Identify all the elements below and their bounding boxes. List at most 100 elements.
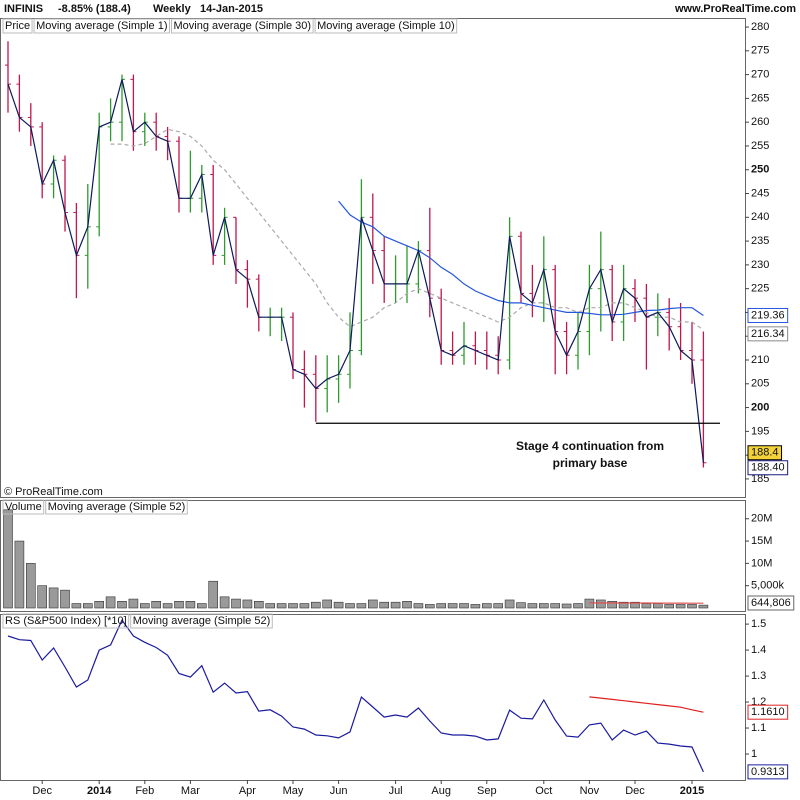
volume-bar	[94, 601, 104, 609]
y-tick-label: 240	[751, 211, 769, 223]
last-value-label: 188.4	[751, 447, 779, 459]
series-line	[589, 696, 704, 713]
volume-bar	[618, 601, 629, 609]
volume-bar	[516, 602, 526, 609]
volume-bar	[698, 604, 709, 609]
change: -8.85% (188.4)	[58, 3, 131, 15]
volume-bar	[424, 604, 435, 609]
annotation: Stage 4 continuation from	[516, 439, 664, 453]
y-tick-label: 280	[751, 21, 769, 33]
y-tick-label: 225	[751, 283, 769, 295]
volume-bar	[14, 540, 25, 609]
y-tick-label: 250	[751, 164, 769, 176]
volume-bar	[197, 603, 207, 609]
series-line	[7, 619, 704, 773]
volume-bar	[322, 599, 333, 609]
y-tick-label: 270	[751, 69, 769, 81]
volume-bar	[231, 598, 241, 609]
last-value-label: 0.9313	[751, 766, 785, 778]
volume-bar	[48, 587, 59, 609]
volume-bar	[504, 599, 515, 609]
copyright: © ProRealTime.com	[4, 486, 103, 498]
last-value-box	[747, 764, 789, 780]
legend-box	[45, 499, 188, 515]
y-tick-label: 10M	[751, 557, 772, 569]
series-line	[110, 128, 704, 331]
legend-box	[2, 18, 33, 34]
y-tick-label: 1.1	[751, 722, 766, 734]
volume-bar	[641, 603, 652, 609]
volume-bar	[550, 603, 561, 609]
legend-entry: Price	[5, 20, 30, 32]
x-tick-label: Jul	[389, 785, 403, 797]
x-tick-label: 2015	[680, 785, 704, 797]
x-tick-label: May	[283, 785, 304, 797]
volume-bar	[310, 601, 321, 609]
x-tick-label: Feb	[135, 785, 154, 797]
y-tick-label: 205	[751, 378, 769, 390]
legend-entry: Moving average (Simple 1)	[36, 20, 167, 32]
volume-bar	[265, 603, 276, 609]
volume-bar	[447, 603, 458, 609]
y-tick-label: 265	[751, 92, 769, 104]
volume-bar	[527, 603, 538, 609]
x-tick-label: Nov	[580, 785, 600, 797]
annotation: primary base	[553, 456, 628, 470]
volume-bar	[367, 599, 378, 609]
volume-bar	[652, 603, 663, 609]
last-value-box	[747, 460, 789, 476]
site: www.ProRealTime.com	[674, 3, 796, 15]
volume-bar	[595, 599, 606, 609]
volume-bar	[607, 601, 618, 609]
volume-bar	[242, 599, 253, 609]
legend-box	[171, 18, 314, 34]
y-tick-label: 1.5	[751, 618, 766, 630]
last-value-box	[747, 595, 795, 611]
y-tick-label: 230	[751, 259, 769, 271]
volume-bar	[25, 563, 36, 609]
volume-bar	[436, 603, 447, 609]
volume-bar	[71, 603, 82, 609]
volume-bar	[493, 603, 504, 609]
volume-bar	[219, 596, 230, 609]
volume-bar	[299, 603, 310, 609]
period: Weekly	[153, 3, 192, 15]
legend-box	[130, 613, 273, 629]
volume-bar	[630, 601, 640, 609]
last-value-box	[747, 445, 783, 461]
x-tick-label: 2014	[87, 785, 112, 797]
volume-bar	[390, 601, 401, 609]
y-tick-label: 200	[751, 401, 769, 413]
volume-bar	[288, 603, 298, 609]
volume-bar	[345, 603, 355, 609]
legend-box	[314, 18, 458, 34]
last-value-box	[747, 326, 789, 342]
volume-bar	[208, 580, 218, 609]
y-tick-label: 185	[751, 473, 769, 485]
x-tick-label: Jun	[330, 785, 348, 797]
volume-bar	[573, 603, 583, 609]
y-tick-label: 1.4	[751, 644, 766, 656]
volume-bar	[140, 603, 150, 609]
y-tick-label: 260	[751, 116, 769, 128]
y-tick-label: 255	[751, 140, 769, 152]
y-tick-label: 245	[751, 187, 769, 199]
volume-bar	[162, 603, 173, 609]
legend-box	[2, 499, 45, 515]
legend-box	[2, 613, 130, 629]
x-tick-label: Sep	[477, 785, 497, 797]
volume-bar	[254, 601, 264, 609]
y-tick-label: 5,000k	[751, 580, 785, 592]
legend-entry: Moving average (Simple 52)	[48, 501, 186, 513]
volume-frame	[0, 500, 746, 612]
volume-bar	[60, 589, 70, 609]
volume-bar	[174, 601, 184, 609]
series-line	[7, 79, 704, 463]
volume-bar	[413, 603, 424, 609]
symbol: INFINIS	[4, 3, 43, 15]
y-tick-label: 1.3	[751, 670, 766, 682]
volume-bar	[333, 601, 344, 609]
y-tick-label: 275	[751, 45, 769, 57]
